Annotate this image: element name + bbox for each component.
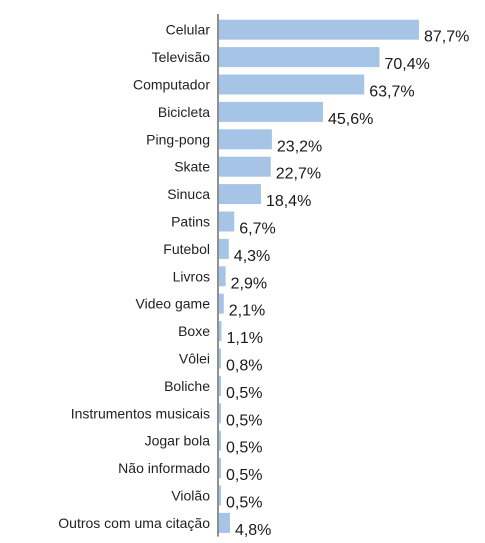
value-label: 0,5% xyxy=(226,467,262,484)
value-label: 23,2% xyxy=(277,138,322,155)
value-label: 0,5% xyxy=(226,495,262,512)
value-label: 2,1% xyxy=(229,303,265,320)
bar xyxy=(219,430,221,451)
category-label: Jogar bola xyxy=(145,433,211,449)
bars-layer xyxy=(219,19,419,533)
bar xyxy=(219,375,221,396)
value-label: 18,4% xyxy=(266,193,311,210)
bar xyxy=(219,101,323,122)
category-label: Não informado xyxy=(118,460,210,476)
bar xyxy=(219,211,235,232)
bar xyxy=(219,348,221,369)
bar xyxy=(219,512,230,533)
category-label: Sinuca xyxy=(167,186,210,202)
bar xyxy=(219,293,224,314)
category-label: Bicicleta xyxy=(158,104,210,120)
value-label: 4,3% xyxy=(234,248,270,265)
category-label: Patins xyxy=(171,214,210,230)
value-labels: 87,7% 70,4% 63,7% 45,6% 23,2% 22,7% 18,4% 6,7% 4… xyxy=(226,29,469,539)
category-label: Vôlei xyxy=(179,351,210,367)
value-label: 1,1% xyxy=(227,330,263,347)
value-label: 2,9% xyxy=(231,275,267,292)
category-label: Televisão xyxy=(152,49,211,65)
bar xyxy=(219,184,261,205)
bar xyxy=(219,129,272,150)
bar xyxy=(219,74,365,95)
category-label: Outros com uma citação xyxy=(58,515,210,531)
category-label: Computador xyxy=(133,77,210,93)
value-label: 45,6% xyxy=(328,111,373,128)
value-label: 70,4% xyxy=(385,56,430,73)
category-label: Skate xyxy=(174,159,210,175)
bar xyxy=(219,485,221,506)
category-label: Ping-pong xyxy=(146,131,210,147)
category-label: Violão xyxy=(171,488,210,504)
value-label: 87,7% xyxy=(424,29,469,46)
bar xyxy=(219,266,226,287)
value-label: 6,7% xyxy=(239,221,275,238)
bar xyxy=(219,403,221,424)
category-label: Futebol xyxy=(163,241,210,257)
category-label: Boxe xyxy=(178,323,210,339)
category-label: Video game xyxy=(136,296,211,312)
value-label: 0,5% xyxy=(226,385,262,402)
category-label: Boliche xyxy=(164,378,210,394)
value-label: 0,8% xyxy=(226,358,262,375)
value-label: 0,5% xyxy=(226,440,262,457)
bar xyxy=(219,156,271,177)
bar xyxy=(219,19,419,40)
bar xyxy=(219,458,221,479)
value-label: 0,5% xyxy=(226,412,262,429)
bar xyxy=(219,238,229,259)
category-label: Celular xyxy=(166,22,211,38)
category-label: Livros xyxy=(173,268,210,284)
bar xyxy=(219,321,222,342)
value-label: 22,7% xyxy=(276,166,321,183)
category-labels: Celular Televisão Computador Bicicleta Ping-… xyxy=(58,22,210,531)
value-label: 4,8% xyxy=(235,522,271,539)
category-label: Instrumentos musicais xyxy=(71,405,210,421)
bar xyxy=(219,47,380,68)
value-label: 63,7% xyxy=(369,84,414,101)
